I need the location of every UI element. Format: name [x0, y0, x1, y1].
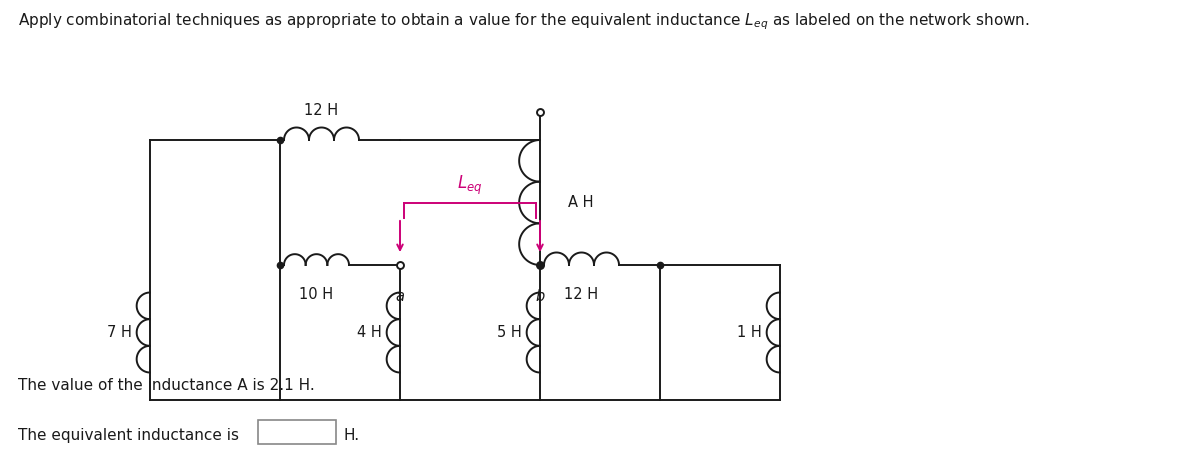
- Text: The equivalent inductance is: The equivalent inductance is: [18, 428, 239, 443]
- Text: 12 H: 12 H: [305, 103, 338, 118]
- Text: 10 H: 10 H: [300, 287, 334, 302]
- Text: 1 H: 1 H: [737, 325, 762, 340]
- Text: b: b: [535, 289, 545, 304]
- Text: 7 H: 7 H: [107, 325, 132, 340]
- Text: $L_{eq}$: $L_{eq}$: [457, 174, 482, 197]
- Text: 12 H: 12 H: [564, 287, 599, 302]
- Text: 5 H: 5 H: [497, 325, 522, 340]
- Text: A H: A H: [568, 195, 594, 210]
- Text: Apply combinatorial techniques as appropriate to obtain a value for the equivale: Apply combinatorial techniques as approp…: [18, 12, 1030, 32]
- Text: The value of the inductance A is 2.1 H.: The value of the inductance A is 2.1 H.: [18, 378, 314, 393]
- Text: 4 H: 4 H: [358, 325, 382, 340]
- Text: H.: H.: [343, 428, 359, 443]
- Text: a: a: [396, 289, 404, 304]
